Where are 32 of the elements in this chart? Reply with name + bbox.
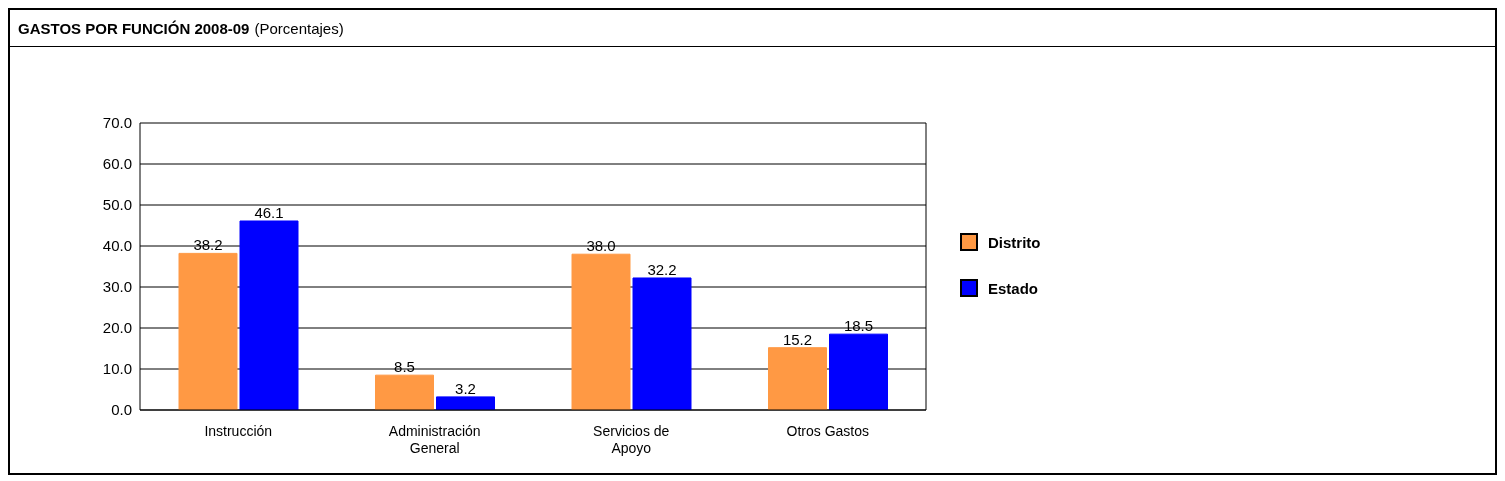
y-tick-label: 10.0 [102, 360, 132, 378]
data-label: 46.1 [254, 203, 284, 221]
y-tick-label: 0.0 [111, 401, 132, 419]
y-tick-label: 70.0 [102, 114, 132, 132]
legend-label: Distrito [988, 233, 1041, 251]
chart-subtitle: (Porcentajes) [254, 19, 344, 37]
data-label: 15.2 [782, 330, 813, 348]
bar [829, 333, 888, 410]
y-tick-label: 50.0 [102, 196, 132, 214]
x-tick-label: Instrucción [204, 423, 273, 439]
bar [375, 374, 434, 410]
y-tick-label: 20.0 [102, 319, 132, 337]
chart-title: GASTOS POR FUNCIÓN 2008-09 [18, 19, 250, 37]
bar [239, 220, 299, 410]
data-label: 8.5 [394, 358, 415, 376]
data-label: 32.2 [647, 260, 677, 278]
y-tick-label: 30.0 [102, 278, 132, 296]
data-label: 38.2 [193, 236, 223, 254]
data-label: 18.5 [843, 317, 874, 335]
bar [178, 252, 238, 410]
bar [436, 396, 495, 410]
x-tick-label: Servicios de Apoyo [593, 423, 670, 456]
bar [632, 277, 692, 410]
data-label: 3.2 [455, 379, 476, 397]
bar [768, 347, 827, 410]
x-tick-label: Administración General [388, 423, 481, 456]
y-tick-label: 40.0 [102, 237, 132, 255]
data-label: 38.0 [586, 237, 616, 255]
x-tick-label: Otros Gastos [786, 423, 869, 439]
legend-label: Estado [988, 279, 1039, 297]
y-tick-label: 60.0 [102, 155, 132, 173]
bar [571, 253, 631, 410]
